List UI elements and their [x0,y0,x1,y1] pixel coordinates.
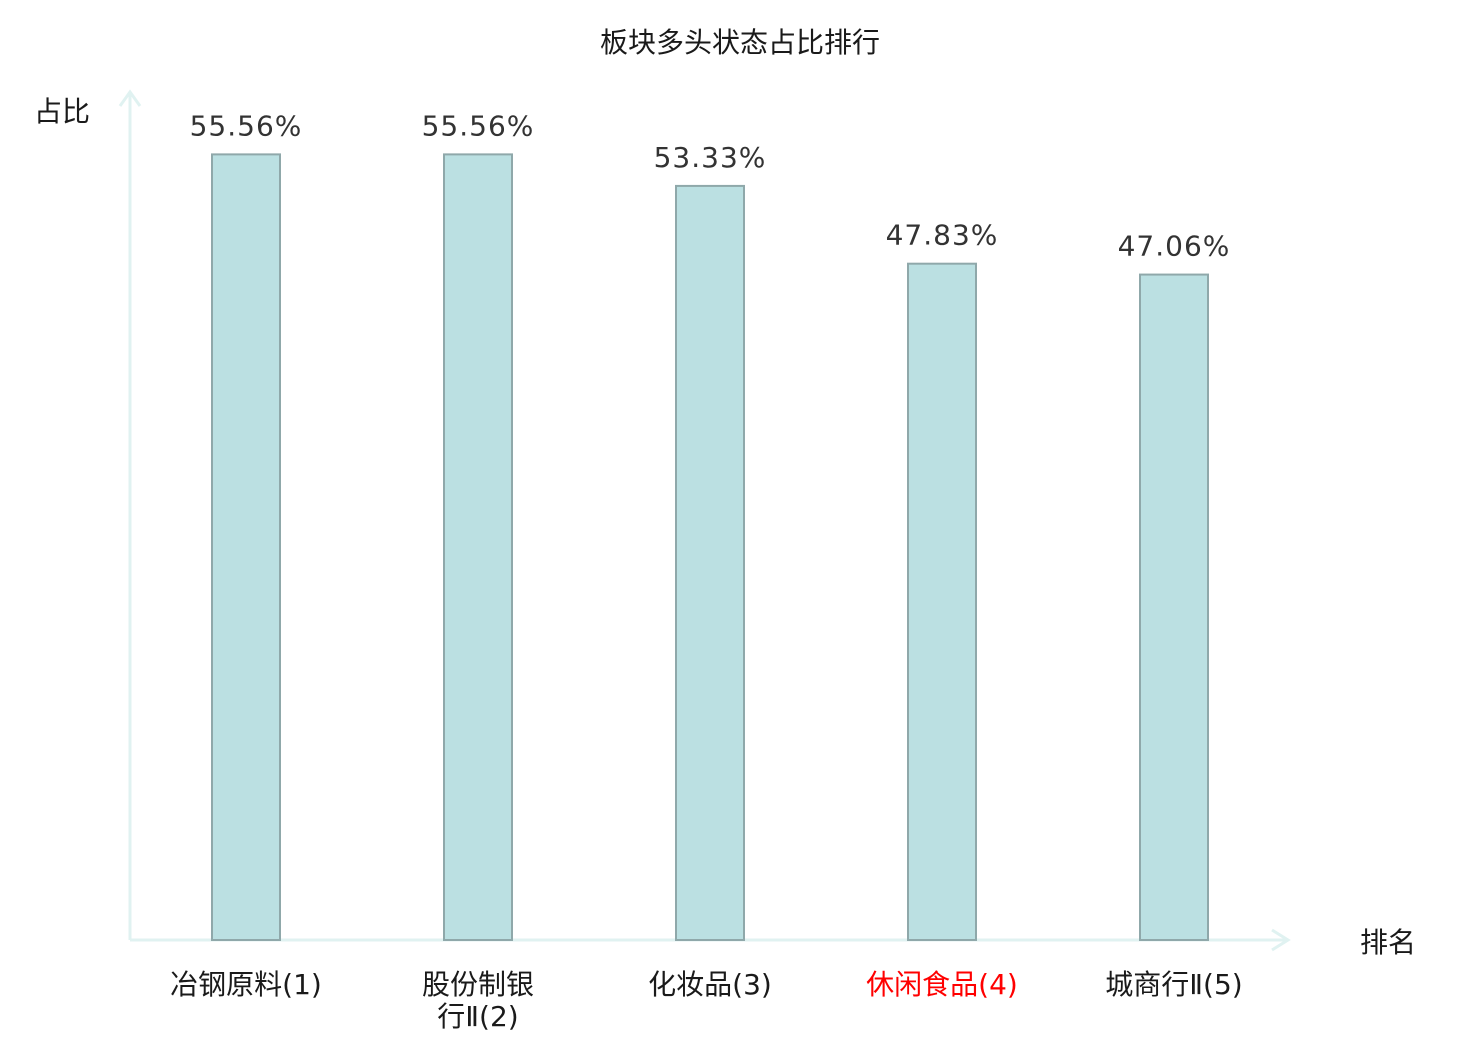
category-label-5: 城商行Ⅱ(5) [1105,968,1242,1001]
bar-4 [907,262,977,942]
category-label-3: 化妆品(3) [648,968,772,1001]
category-label-line: 城商行Ⅱ(5) [1105,968,1242,1001]
category-labels-group: 冶钢原料(1) 股份制银行Ⅱ(2) 化妆品(3) 休闲食品(4) 城商行Ⅱ(5) [170,968,1243,1033]
bars-group [211,153,1209,942]
category-label-line: 化妆品(3) [648,968,772,1001]
x-axis-arrow [1271,928,1291,952]
value-label-3: 53.33% [654,141,767,174]
bar-3 [675,184,745,941]
category-label-line: 行Ⅱ(2) [437,1000,518,1033]
value-labels-group: 55.56% 55.56% 53.33% 47.83% 47.06% [190,109,1231,263]
y-axis-arrow [118,89,142,107]
category-label-4: 休闲食品(4) [866,968,1018,1001]
chart-title: 板块多头状态占比排行 [600,26,880,59]
category-label-1: 冶钢原料(1) [170,968,322,1001]
y-axis-label: 占比 [34,95,90,128]
category-label-2: 股份制银行Ⅱ(2) [422,968,534,1033]
bar-5 [1139,273,1209,941]
value-label-2: 55.56% [422,109,535,142]
category-label-line: 休闲食品(4) [866,968,1018,1001]
category-label-line: 冶钢原料(1) [170,968,322,1001]
bar-2 [443,153,513,942]
category-label-line: 股份制银 [422,968,534,1001]
value-label-5: 47.06% [1118,230,1231,263]
x-axis-label: 排名 [1360,926,1416,959]
value-label-4: 47.83% [886,219,999,252]
value-label-1: 55.56% [190,109,303,142]
bar-1 [211,153,281,942]
